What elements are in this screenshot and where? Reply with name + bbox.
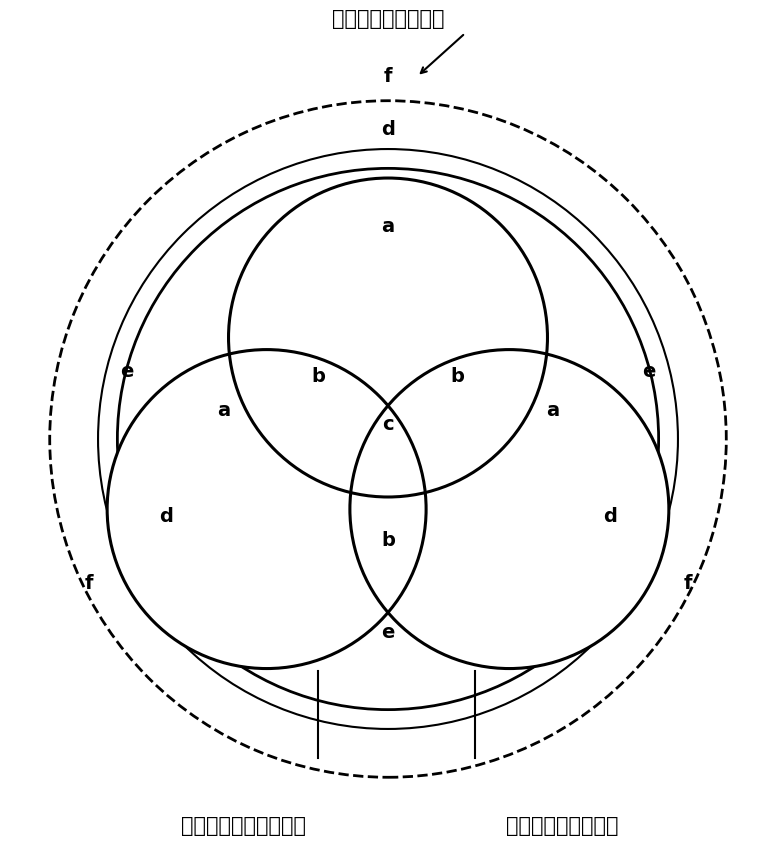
Text: a: a [546, 401, 559, 419]
Text: a: a [382, 216, 394, 236]
Text: b: b [451, 367, 465, 385]
Text: e: e [643, 362, 656, 381]
Circle shape [228, 178, 548, 497]
Text: f: f [384, 67, 392, 86]
Text: b: b [381, 531, 395, 550]
Text: c: c [383, 415, 393, 434]
Text: e: e [381, 623, 395, 642]
Circle shape [350, 350, 669, 668]
Text: d: d [159, 507, 172, 526]
Text: b: b [311, 367, 325, 385]
Text: e: e [120, 362, 133, 381]
Text: ＜物関係領域活動＞: ＜物関係領域活動＞ [332, 8, 444, 29]
Text: f: f [684, 575, 692, 593]
Text: a: a [217, 401, 230, 419]
Text: d: d [381, 121, 395, 139]
Text: ＜自己関係領域活動＞: ＜自己関係領域活動＞ [181, 816, 306, 835]
Text: ＜人関係領域活動＞: ＜人関係領域活動＞ [506, 816, 618, 835]
Text: f: f [84, 575, 92, 593]
Text: d: d [604, 507, 617, 526]
Circle shape [107, 350, 426, 668]
